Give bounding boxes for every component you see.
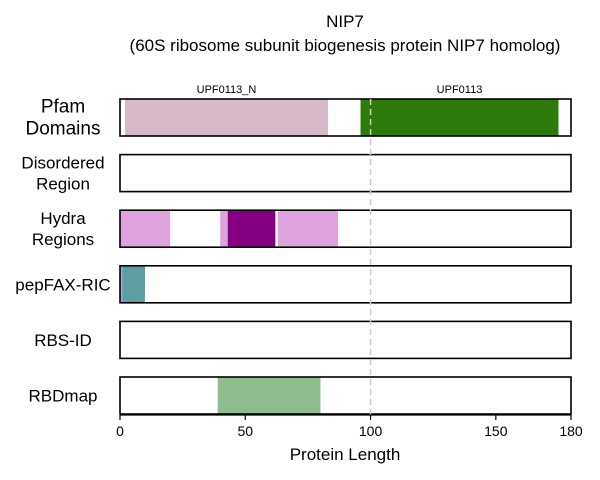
track-4-frame xyxy=(119,320,572,360)
track-label-2: Hydra Regions xyxy=(32,209,94,249)
tracks-layer: UPF0113_N UPF0113 Pfam Domains Disordered Reg… xyxy=(15,84,572,415)
track-2-segment-3 xyxy=(277,210,338,248)
x-axis: 0 50 100 150 180 xyxy=(116,414,583,439)
track-label-1: Disordered Region xyxy=(21,154,104,194)
track-2-segment-1 xyxy=(220,210,228,248)
x-tick-label-1: 50 xyxy=(237,423,253,439)
chart-title: NIP7 xyxy=(326,12,364,31)
track-2-segment-0 xyxy=(120,210,171,248)
track-2-segment-2 xyxy=(227,210,276,248)
track-5-frame xyxy=(119,376,572,415)
track-label-0: Pfam Domains xyxy=(26,97,101,140)
track-label-3: pepFAX-RIC xyxy=(15,275,110,294)
track-1: Disordered Region xyxy=(21,153,572,194)
x-axis-title: Protein Length xyxy=(290,445,401,464)
x-tick-label-2: 100 xyxy=(359,423,383,439)
track-label-4: RBS-ID xyxy=(34,331,92,350)
x-tick-label-3: 150 xyxy=(484,423,508,439)
track-3-segment-1 xyxy=(122,265,146,303)
track-0: UPF0113_N UPF0113 Pfam Domains xyxy=(26,84,572,140)
track-3: pepFAX-RIC xyxy=(15,264,572,304)
track-3-segment-0 xyxy=(120,265,123,303)
track-4: RBS-ID xyxy=(34,320,572,360)
track-0-frame xyxy=(119,98,572,137)
x-tick-label-4: 180 xyxy=(559,423,583,439)
track-2-frame xyxy=(119,209,572,248)
track-1-frame xyxy=(119,153,572,193)
domain-label-1: UPF0113 xyxy=(437,84,483,96)
track-0-segment-1 xyxy=(360,99,559,136)
track-0-segment-0 xyxy=(125,99,328,136)
track-5: RBDmap xyxy=(29,376,572,415)
track-label-5: RBDmap xyxy=(29,387,98,406)
x-tick-label-0: 0 xyxy=(116,423,124,439)
chart-subtitle: (60S ribosome subunit biogenesis protein… xyxy=(130,36,561,55)
track-2: Hydra Regions xyxy=(32,209,572,249)
track-3-frame xyxy=(119,264,572,304)
domain-label-0: UPF0113_N xyxy=(197,84,257,96)
track-5-segment-0 xyxy=(217,377,321,414)
